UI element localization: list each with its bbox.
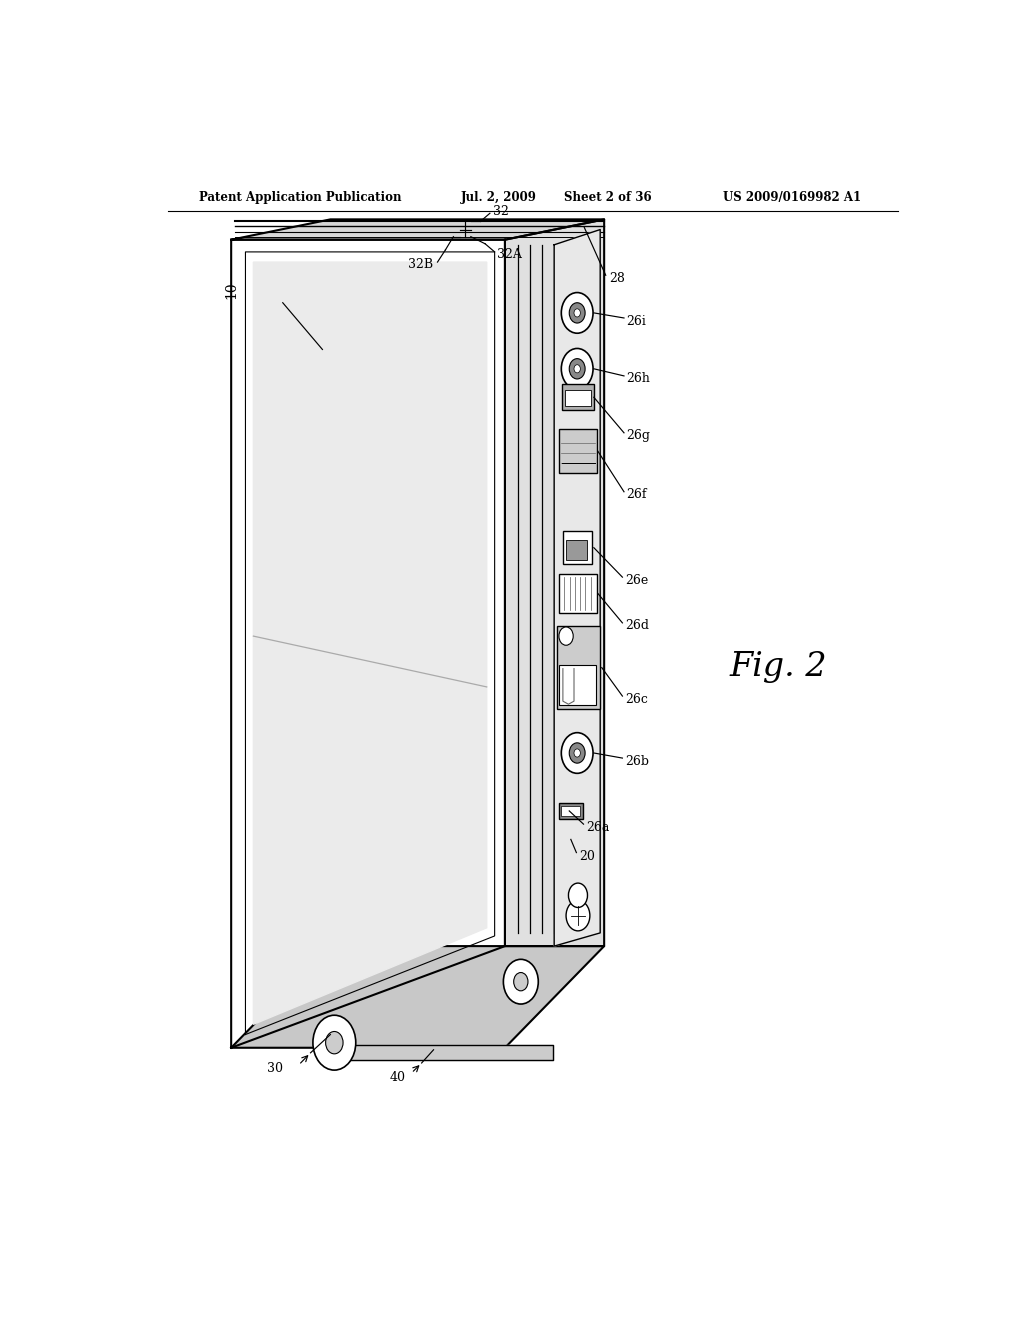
Circle shape — [561, 293, 593, 333]
Bar — [559, 574, 597, 612]
Polygon shape — [334, 1044, 553, 1060]
Text: 26b: 26b — [625, 755, 649, 768]
Circle shape — [326, 1031, 343, 1053]
Text: 26g: 26g — [627, 429, 650, 442]
Text: 28: 28 — [609, 272, 625, 285]
Polygon shape — [231, 946, 604, 1048]
Bar — [562, 384, 594, 411]
Circle shape — [569, 743, 585, 763]
Circle shape — [561, 348, 593, 389]
Bar — [565, 391, 591, 407]
Polygon shape — [253, 263, 486, 1024]
Text: Patent Application Publication: Patent Application Publication — [200, 190, 402, 203]
Text: 20: 20 — [579, 850, 595, 863]
Text: 32A: 32A — [497, 248, 522, 261]
Circle shape — [313, 1015, 355, 1071]
Circle shape — [566, 900, 590, 931]
Circle shape — [574, 309, 581, 317]
Text: 10: 10 — [224, 281, 239, 300]
Circle shape — [574, 748, 581, 758]
Text: 40: 40 — [390, 1071, 406, 1084]
Polygon shape — [231, 240, 505, 1048]
Circle shape — [514, 973, 528, 991]
Polygon shape — [554, 230, 600, 946]
Text: 26f: 26f — [627, 488, 647, 502]
Text: 26a: 26a — [586, 821, 609, 834]
Circle shape — [569, 302, 585, 323]
Text: 32B: 32B — [409, 257, 433, 271]
Text: Jul. 2, 2009: Jul. 2, 2009 — [461, 190, 538, 203]
Bar — [559, 803, 583, 818]
Bar — [559, 429, 597, 474]
Circle shape — [559, 627, 573, 645]
Circle shape — [561, 733, 593, 774]
Circle shape — [569, 359, 585, 379]
Text: US 2009/0169982 A1: US 2009/0169982 A1 — [723, 190, 861, 203]
Polygon shape — [505, 219, 604, 946]
Bar — [566, 540, 588, 560]
Text: Sheet 2 of 36: Sheet 2 of 36 — [564, 190, 652, 203]
Text: 32: 32 — [494, 205, 509, 218]
Text: 30: 30 — [267, 1061, 283, 1074]
Circle shape — [504, 960, 539, 1005]
Circle shape — [568, 883, 588, 907]
Text: 26c: 26c — [625, 693, 647, 706]
Circle shape — [574, 364, 581, 372]
Text: 26h: 26h — [627, 372, 650, 385]
Bar — [557, 626, 600, 709]
Bar — [563, 532, 592, 564]
Polygon shape — [231, 219, 604, 240]
Text: 26e: 26e — [625, 574, 648, 586]
Text: 26d: 26d — [625, 619, 649, 632]
Text: Fig. 2: Fig. 2 — [730, 651, 827, 682]
Text: 26i: 26i — [627, 314, 646, 327]
Bar — [559, 664, 596, 705]
Bar — [561, 805, 581, 816]
